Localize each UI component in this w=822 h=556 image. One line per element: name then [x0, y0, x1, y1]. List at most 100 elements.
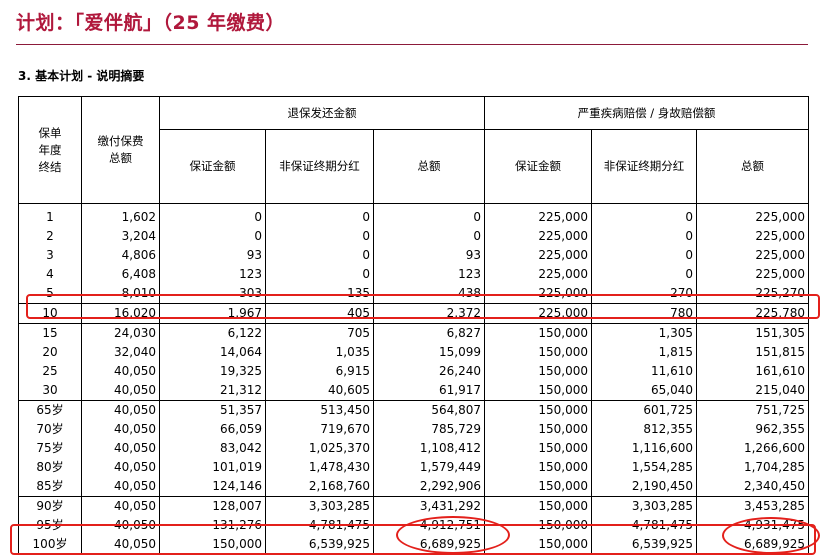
cell-db-total: 2,340,450 — [695, 477, 810, 497]
cell-sv-non-guaranteed: 1,025,370 — [265, 439, 374, 458]
cell-db-guaranteed: 225,000 — [484, 246, 592, 265]
cell-db-total: 225,000 — [695, 265, 810, 284]
cell-db-total: 1,266,600 — [695, 439, 810, 458]
cell-sv-guaranteed: 51,357 — [159, 400, 266, 420]
header-year-label: 保单年度终结 — [38, 125, 62, 174]
cell-db-guaranteed: 150,000 — [484, 535, 592, 555]
cell-premium: 40,050 — [81, 362, 160, 381]
cell-premium: 32,040 — [81, 343, 160, 362]
cell-db-guaranteed: 150,000 — [484, 477, 592, 497]
cell-db-total: 1,704,285 — [695, 458, 810, 477]
table-row: 65岁 40,050 51,357 513,450 564,807 150,000 601,… — [18, 400, 810, 420]
cell-sv-non-guaranteed: 40,605 — [265, 381, 374, 401]
cell-db-guaranteed: 150,000 — [484, 516, 592, 535]
cell-year: 10 — [18, 303, 82, 324]
cell-sv-non-guaranteed: 405 — [265, 303, 374, 324]
cell-sv-non-guaranteed: 3,303,285 — [265, 496, 374, 516]
header-sv-total: 总额 — [373, 129, 485, 204]
cell-sv-non-guaranteed: 2,168,760 — [265, 477, 374, 497]
cell-year: 75岁 — [18, 439, 82, 458]
cell-db-non-guaranteed: 601,725 — [591, 400, 697, 420]
cell-year: 1 — [18, 203, 82, 227]
cell-sv-non-guaranteed: 719,670 — [265, 420, 374, 439]
header-db-guaranteed: 保证金额 — [484, 129, 592, 204]
header-death-benefit-group: 严重疾病赔偿 / 身故赔偿额 — [483, 96, 810, 130]
cell-sv-total: 1,108,412 — [373, 439, 485, 458]
cell-sv-total: 93 — [373, 246, 485, 265]
cell-db-non-guaranteed: 0 — [591, 227, 697, 246]
cell-sv-guaranteed: 93 — [159, 246, 266, 265]
header-premium: 缴付保费总额 — [81, 96, 160, 204]
table-header: 保单年度终结 缴付保费总额 退保发还金额 严重疾病赔偿 / 身故赔偿额 保证金额… — [18, 96, 810, 204]
cell-db-guaranteed: 150,000 — [484, 381, 592, 401]
cell-db-non-guaranteed: 65,040 — [591, 381, 697, 401]
cell-db-total: 225,000 — [695, 246, 810, 265]
cell-premium: 40,050 — [81, 496, 160, 516]
cell-sv-guaranteed: 123 — [159, 265, 266, 284]
cell-sv-total: 123 — [373, 265, 485, 284]
cell-sv-guaranteed: 1,967 — [159, 303, 266, 324]
cell-premium: 40,050 — [81, 439, 160, 458]
cell-db-total: 225,000 — [695, 203, 810, 227]
table-row: 4 6,408 123 0 123 225,000 0 225,000 — [18, 265, 810, 284]
table-row: 5 8,010 303 135 438 225,000 270 225,270 — [18, 284, 810, 304]
cell-sv-guaranteed: 0 — [159, 203, 266, 227]
cell-db-total: 151,305 — [695, 323, 810, 343]
table-row: 1 1,602 0 0 0 225,000 0 225,000 — [18, 203, 810, 227]
cell-year: 25 — [18, 362, 82, 381]
cell-year: 2 — [18, 227, 82, 246]
table-body: 1 1,602 0 0 0 225,000 0 225,000 2 3,204 0 0 0 225,000… — [18, 203, 810, 555]
table-row: 30 40,050 21,312 40,605 61,917 150,000 65,040 2… — [18, 381, 810, 401]
table-row: 70岁 40,050 66,059 719,670 785,729 150,000 812,… — [18, 420, 810, 439]
cell-sv-total: 26,240 — [373, 362, 485, 381]
cell-premium: 16,020 — [81, 303, 160, 324]
cell-sv-guaranteed: 83,042 — [159, 439, 266, 458]
cell-db-non-guaranteed: 1,815 — [591, 343, 697, 362]
cell-db-non-guaranteed: 812,355 — [591, 420, 697, 439]
table-row: 90岁 40,050 128,007 3,303,285 3,431,292 150,00… — [18, 496, 810, 516]
header-db-total: 总额 — [695, 129, 810, 204]
cell-sv-total: 61,917 — [373, 381, 485, 401]
cell-premium: 6,408 — [81, 265, 160, 284]
cell-sv-guaranteed: 19,325 — [159, 362, 266, 381]
cell-db-guaranteed: 150,000 — [484, 343, 592, 362]
cell-sv-non-guaranteed: 4,781,475 — [265, 516, 374, 535]
cell-db-non-guaranteed: 3,303,285 — [591, 496, 697, 516]
cell-db-non-guaranteed: 270 — [591, 284, 697, 304]
cell-db-total: 3,453,285 — [695, 496, 810, 516]
cell-sv-total: 2,292,906 — [373, 477, 485, 497]
header-sv-non-guaranteed: 非保证终期分红 — [265, 129, 374, 204]
cell-db-guaranteed: 150,000 — [484, 439, 592, 458]
cell-sv-non-guaranteed: 6,915 — [265, 362, 374, 381]
table-row: 95岁 40,050 131,276 4,781,475 4,912,751 150,00… — [18, 516, 810, 535]
cell-db-guaranteed: 150,000 — [484, 323, 592, 343]
title-divider — [16, 44, 808, 45]
cell-db-guaranteed: 150,000 — [484, 496, 592, 516]
cell-year: 20 — [18, 343, 82, 362]
table-row: 100岁 40,050 150,000 6,539,925 6,689,925 150,0… — [18, 535, 810, 555]
cell-db-non-guaranteed: 0 — [591, 203, 697, 227]
cell-db-non-guaranteed: 2,190,450 — [591, 477, 697, 497]
cell-sv-total: 564,807 — [373, 400, 485, 420]
cell-sv-total: 6,689,925 — [373, 535, 485, 555]
cell-sv-guaranteed: 101,019 — [159, 458, 266, 477]
header-premium-label: 缴付保费总额 — [97, 134, 144, 165]
cell-sv-guaranteed: 303 — [159, 284, 266, 304]
cell-sv-total: 4,912,751 — [373, 516, 485, 535]
cell-sv-total: 3,431,292 — [373, 496, 485, 516]
cell-sv-non-guaranteed: 513,450 — [265, 400, 374, 420]
cell-sv-non-guaranteed: 1,478,430 — [265, 458, 374, 477]
cell-sv-total: 438 — [373, 284, 485, 304]
cell-year: 100岁 — [18, 535, 82, 555]
table-row: 75岁 40,050 83,042 1,025,370 1,108,412 150,000… — [18, 439, 810, 458]
header-surrender-group: 退保发还金额 — [159, 96, 485, 130]
cell-db-total: 215,040 — [695, 381, 810, 401]
cell-db-total: 151,815 — [695, 343, 810, 362]
cell-premium: 4,806 — [81, 246, 160, 265]
cell-premium: 40,050 — [81, 458, 160, 477]
table-row: 80岁 40,050 101,019 1,478,430 1,579,449 150,00… — [18, 458, 810, 477]
cell-sv-non-guaranteed: 1,035 — [265, 343, 374, 362]
cell-db-guaranteed: 150,000 — [484, 420, 592, 439]
cell-sv-guaranteed: 21,312 — [159, 381, 266, 401]
cell-db-non-guaranteed: 1,116,600 — [591, 439, 697, 458]
